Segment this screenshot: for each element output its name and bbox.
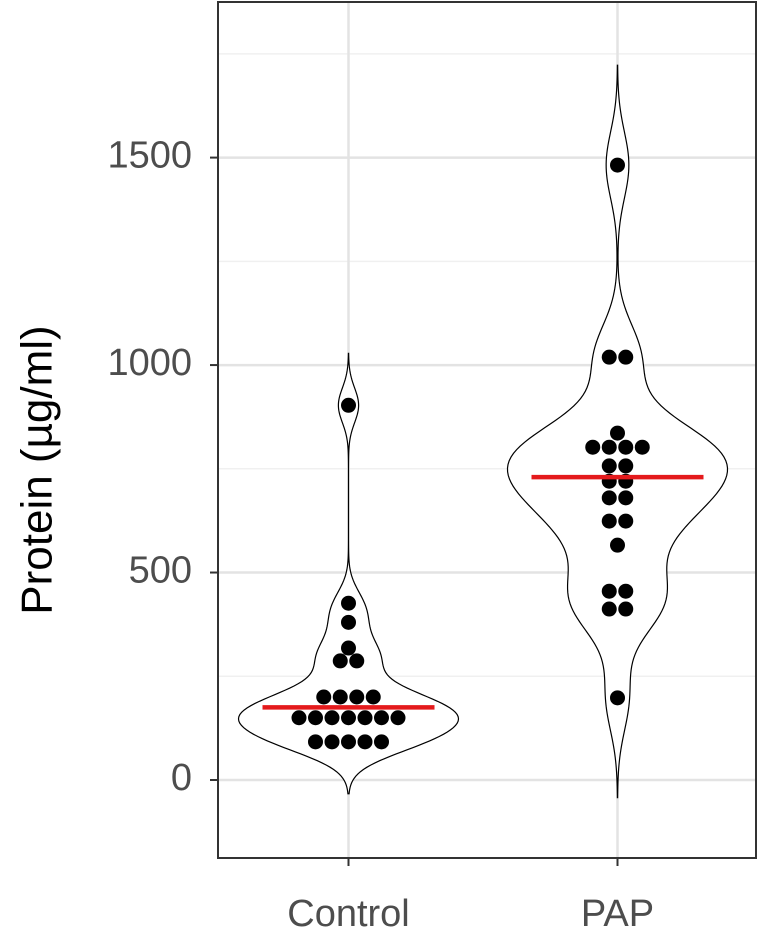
data-point	[308, 734, 323, 750]
data-point	[324, 710, 340, 726]
data-point	[610, 425, 625, 441]
data-point	[332, 689, 348, 705]
data-point	[601, 458, 617, 474]
data-point	[341, 595, 356, 611]
violin	[237, 352, 460, 795]
data-point	[601, 439, 617, 455]
data-point	[316, 689, 332, 705]
data-point	[618, 583, 634, 599]
data-point	[618, 349, 634, 365]
data-point	[634, 439, 650, 455]
data-point	[357, 734, 373, 750]
y-tick-label: 0	[171, 757, 192, 799]
y-axis-title: Protein (µg/ml)	[13, 325, 62, 614]
data-point	[601, 490, 617, 506]
x-tick-label: Control	[287, 893, 410, 935]
data-point	[601, 513, 617, 529]
data-point	[291, 710, 307, 726]
data-point	[601, 349, 617, 365]
data-point	[601, 583, 617, 599]
y-tick-label: 1500	[107, 135, 192, 177]
data-point	[341, 614, 356, 630]
data-point	[390, 710, 406, 726]
data-point	[618, 513, 634, 529]
x-tick-label: PAP	[581, 893, 654, 935]
data-point	[610, 157, 625, 173]
data-point	[341, 710, 356, 726]
y-tick-label: 1000	[107, 342, 192, 384]
data-point	[341, 734, 356, 750]
data-point	[374, 734, 389, 750]
data-point	[618, 458, 634, 474]
data-point	[308, 710, 323, 726]
data-point	[357, 710, 373, 726]
data-point	[601, 601, 617, 617]
data-point	[349, 653, 365, 669]
data-point	[610, 537, 625, 553]
data-point	[618, 601, 634, 617]
data-point	[332, 653, 348, 669]
data-point	[341, 397, 356, 413]
axes: 0 500 1000 1500 Control PAP	[107, 135, 654, 935]
panel-border	[217, 1, 757, 859]
data-point	[618, 439, 634, 455]
plot-area	[237, 64, 729, 799]
data-point	[341, 640, 356, 656]
data-point	[365, 689, 381, 705]
y-tick-label: 500	[129, 550, 192, 592]
data-point	[585, 439, 601, 455]
data-point	[610, 690, 625, 706]
data-point	[374, 710, 389, 726]
data-point	[324, 734, 340, 750]
data-point	[618, 490, 634, 506]
data-point	[349, 689, 365, 705]
